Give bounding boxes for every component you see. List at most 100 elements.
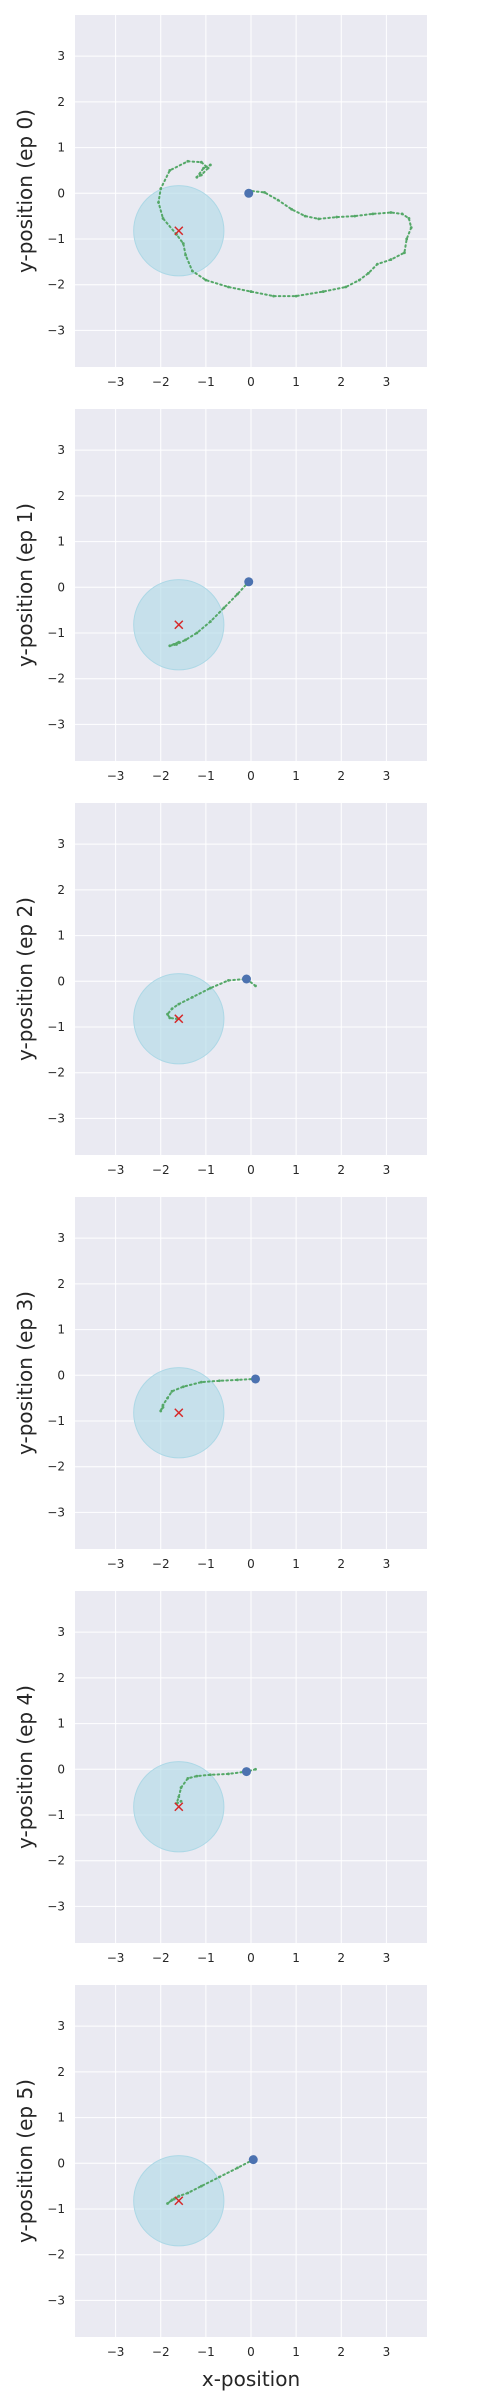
x-tick-label: 3 xyxy=(383,1951,391,1965)
trajectory-point xyxy=(161,217,165,220)
trajectory-point xyxy=(272,294,275,298)
trajectory-point xyxy=(177,1795,181,1799)
trajectory-point xyxy=(195,175,199,179)
trajectory-point xyxy=(263,190,266,194)
x-tick-label: −2 xyxy=(152,1163,170,1177)
trajectory-point xyxy=(371,212,375,216)
x-tick-label: −1 xyxy=(197,769,215,783)
y-tick-label: 2 xyxy=(57,1277,65,1291)
start-point xyxy=(241,974,251,984)
trajectory-point xyxy=(186,1777,190,1780)
trajectory-point xyxy=(409,226,413,229)
x-tick-label: 1 xyxy=(292,1163,300,1177)
x-tick-label: −2 xyxy=(152,1951,170,1965)
trajectory-point xyxy=(159,187,163,191)
y-tick-label: 3 xyxy=(57,1625,65,1639)
trajectory-point xyxy=(184,253,187,257)
trajectory-point xyxy=(357,278,361,282)
y-tick-label: 2 xyxy=(57,1671,65,1685)
trajectory-point xyxy=(177,2194,181,2198)
trajectory-point xyxy=(290,207,294,211)
trajectory-point xyxy=(218,2175,221,2179)
trajectory-point xyxy=(195,631,199,635)
trajectory-point xyxy=(208,986,212,990)
y-tick-label: 3 xyxy=(57,1231,65,1245)
x-tick-label: −2 xyxy=(152,769,170,783)
x-tick-label: 1 xyxy=(292,375,300,389)
trajectory-point xyxy=(181,1385,185,1389)
y-tick-label: 1 xyxy=(57,1323,65,1337)
subplot-ep-1: −3 −2 −1 0 1 2 3 −3 −2 −1 0 1 2 3 y-position (ep 1) xyxy=(13,409,427,783)
subplot-ep-5: −3 −2 −1 0 1 2 3 −3 −2 −1 0 1 2 3 y-position (ep 5) xyxy=(13,1985,427,2359)
trajectory-point xyxy=(335,215,339,219)
x-tick-label: −1 xyxy=(197,375,215,389)
trajectory-point xyxy=(254,984,257,988)
trajectory-point xyxy=(344,285,348,289)
y-tick-label: 0 xyxy=(57,1762,65,1776)
trajectory-point xyxy=(199,160,203,164)
y-tick-label: 2 xyxy=(57,883,65,897)
x-tick-label: 2 xyxy=(337,1163,345,1177)
y-tick-label: −2 xyxy=(47,2248,65,2262)
y-tick-label: −2 xyxy=(47,1854,65,1868)
trajectory-point xyxy=(206,166,210,170)
x-tick-label: −1 xyxy=(197,1557,215,1571)
x-tick-label: 0 xyxy=(247,1557,255,1571)
trajectory-point xyxy=(208,1773,212,1777)
y-tick-label: −1 xyxy=(47,2202,65,2216)
trajectory-point xyxy=(236,1378,239,1382)
goal-marker xyxy=(174,1408,184,1418)
y-axis-label: y-position (ep 3) xyxy=(13,1291,37,1455)
x-tick-label: −2 xyxy=(152,1557,170,1571)
trajectory-point xyxy=(168,169,172,172)
x-tick-label: 1 xyxy=(292,769,300,783)
trajectory-point xyxy=(407,217,411,220)
trajectory-point xyxy=(321,290,325,293)
y-tick-label: −1 xyxy=(47,1020,65,1034)
y-tick-label: 1 xyxy=(57,535,65,549)
trajectory-point xyxy=(389,211,393,214)
x-axis-label: x-position xyxy=(202,2367,300,2391)
x-tick-label: −3 xyxy=(107,769,125,783)
y-tick-label: 0 xyxy=(57,1368,65,1382)
trajectory-point xyxy=(161,1405,165,1409)
y-axis-label: y-position (ep 0) xyxy=(13,109,37,273)
trajectory-point xyxy=(175,643,178,646)
x-tick-label: −3 xyxy=(107,1163,125,1177)
trajectory-path xyxy=(166,2158,255,2205)
trajectory-point xyxy=(303,214,307,218)
trajectory-point xyxy=(249,290,253,293)
x-tick-label: −2 xyxy=(152,2345,170,2359)
x-tick-label: 3 xyxy=(383,1163,391,1177)
y-tick-label: 1 xyxy=(57,2111,65,2125)
goal-marker xyxy=(174,1802,184,1812)
trajectory-point xyxy=(181,242,185,245)
x-tick-label: −2 xyxy=(152,375,170,389)
x-tick-label: −3 xyxy=(107,2345,125,2359)
trajectory-point xyxy=(405,237,409,241)
x-tick-label: 3 xyxy=(383,375,391,389)
x-tick-label: −1 xyxy=(197,2345,215,2359)
x-tick-label: 2 xyxy=(337,769,345,783)
trajectory-point xyxy=(170,1007,174,1011)
y-tick-label: 1 xyxy=(57,141,65,155)
trajectory-point xyxy=(179,1786,183,1789)
y-tick-label: −3 xyxy=(47,1111,65,1125)
start-point xyxy=(251,1374,261,1384)
trajectory-point xyxy=(166,1012,169,1016)
trajectory-point xyxy=(184,638,187,642)
y-tick-label: −2 xyxy=(47,1460,65,1474)
trajectory-point xyxy=(170,2198,174,2202)
trajectory-point xyxy=(199,2184,203,2188)
x-tick-label: −1 xyxy=(197,1951,215,1965)
trajectory-point xyxy=(227,978,230,982)
trajectory-point xyxy=(177,640,181,644)
trajectory-point xyxy=(202,166,206,170)
start-point xyxy=(244,577,254,587)
y-axis-label: y-position (ep 5) xyxy=(13,2079,37,2243)
x-tick-label: −3 xyxy=(107,375,125,389)
trajectory-point xyxy=(236,592,239,596)
trajectory-point xyxy=(222,606,226,610)
subplot-ep-3: −3 −2 −1 0 1 2 3 −3 −2 −1 0 1 2 3 y-position (ep 3) xyxy=(13,1197,427,1571)
